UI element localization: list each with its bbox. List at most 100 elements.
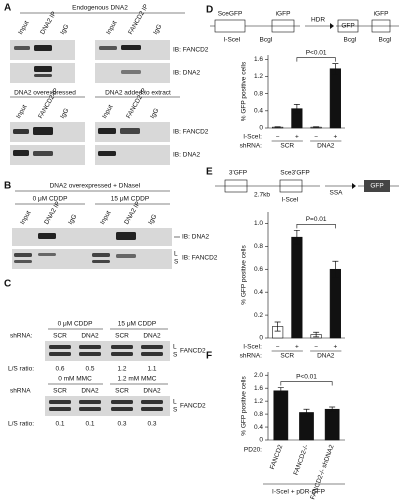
y-tick-label: 0.4 xyxy=(254,108,263,115)
y-axis-title: % GFP positive cells xyxy=(241,245,248,305)
band xyxy=(120,128,140,134)
row-label: shRNA xyxy=(10,388,31,395)
error-bar xyxy=(277,387,284,395)
y-axis-title: % GFP positive cells xyxy=(241,376,248,436)
bar xyxy=(291,236,303,339)
condition-label: 0 μM CDDP xyxy=(33,196,68,203)
band xyxy=(98,128,116,134)
y-tick-label: 0.2 xyxy=(254,312,263,319)
blot xyxy=(12,249,172,269)
significance-bracket xyxy=(296,57,336,62)
diagram-label: GFP xyxy=(370,183,383,190)
lane-label: DNA2 xyxy=(81,333,99,340)
condition-label: 0 mM MMC xyxy=(58,376,92,383)
blot xyxy=(95,145,170,165)
diagram-label: SSA xyxy=(329,190,343,197)
lane-label: IgG xyxy=(59,23,70,36)
band xyxy=(49,407,71,411)
row-label: shRNA: xyxy=(240,353,263,360)
blot-label: IB: DNA2 xyxy=(173,70,200,77)
annotation: P<0.01 xyxy=(306,49,327,56)
lane-label: Input xyxy=(19,210,32,226)
ratio-value: 0.6 xyxy=(55,366,64,373)
blot-label: IB: FANCD2 xyxy=(182,255,218,262)
lane-label: Input xyxy=(17,20,30,36)
band xyxy=(38,233,56,239)
form-label: S xyxy=(173,407,178,414)
condition-label: 15 μM CDDP xyxy=(118,321,156,328)
error-bar xyxy=(303,408,310,417)
group-label: DNA2 xyxy=(317,353,335,360)
row-label: I-SceI: xyxy=(243,344,262,351)
arrowhead xyxy=(352,183,356,189)
ratio-value: 0.1 xyxy=(85,421,94,428)
panel-label: B xyxy=(4,181,11,192)
band xyxy=(34,66,52,72)
y-axis-title: % GFP positive cells xyxy=(241,61,248,121)
bar xyxy=(324,408,340,441)
panel-label: C xyxy=(4,279,11,290)
band xyxy=(13,129,29,134)
condition-label: 0 μM CDDP xyxy=(58,321,93,328)
significance-bracket xyxy=(280,381,333,386)
lane-label: DNA2 xyxy=(143,333,161,340)
blot-label: FANCD2 xyxy=(180,403,206,410)
ratio-value: 1.1 xyxy=(147,366,156,373)
lane-label: IgG xyxy=(149,107,160,120)
annotation: P<0.01 xyxy=(296,373,317,380)
blot xyxy=(45,396,170,416)
diagram-label: BcgI xyxy=(343,37,356,44)
band xyxy=(141,352,163,356)
gene-box xyxy=(371,19,391,33)
diagram-label: 3'GFP xyxy=(229,170,247,177)
form-label: L xyxy=(174,251,178,258)
ratio-label: L/S ratio: xyxy=(8,366,34,373)
error-bar xyxy=(329,406,336,412)
panel-title: DNA2 overexpressed xyxy=(14,90,76,97)
band xyxy=(111,400,133,404)
lane-label: IgG xyxy=(147,213,158,226)
band xyxy=(33,151,53,156)
blot xyxy=(10,63,75,83)
form-label: S xyxy=(173,352,178,359)
lane-label: IgG xyxy=(152,23,163,36)
panel-label: F xyxy=(206,351,212,362)
blot-label: IB: FANCD2 xyxy=(173,47,209,54)
significance-bracket xyxy=(296,224,336,229)
ratio-label: L/S ratio: xyxy=(8,421,34,428)
blot-label: IB: DNA2 xyxy=(182,234,209,241)
gene-box xyxy=(224,179,248,193)
diagram-label: iGFP xyxy=(276,11,291,18)
lane-label: IgG xyxy=(67,213,78,226)
x-tick-label: FANCD2-/- xyxy=(293,444,310,476)
gene-box xyxy=(214,19,246,33)
band xyxy=(111,345,133,349)
diagram-label: iGFP xyxy=(374,11,389,18)
panel-title: DNA2 overexpressed + DNaseI xyxy=(50,183,141,190)
y-tick-label: 1.6 xyxy=(254,385,263,392)
bar xyxy=(273,390,289,441)
condition-label: 15 μM CDDP xyxy=(111,196,149,203)
row-label: I-SceI: xyxy=(243,134,262,141)
band xyxy=(98,151,116,156)
gene-box xyxy=(215,20,245,32)
row-label: PD20: xyxy=(244,447,262,454)
x-tick-label: FANCD2 xyxy=(269,444,284,471)
ratio-value: 0.1 xyxy=(55,421,64,428)
panel-title: Endogenous DNA2 xyxy=(72,5,128,12)
y-tick-label: 0.8 xyxy=(254,411,263,418)
band xyxy=(49,352,71,356)
lane-label: SCR xyxy=(53,388,67,395)
gene-box xyxy=(364,180,390,192)
y-tick-label: 0 xyxy=(259,335,263,342)
band xyxy=(79,345,101,349)
band xyxy=(92,260,110,263)
diagram-label: I-SceI xyxy=(282,197,299,204)
band xyxy=(111,407,133,411)
form-label: L xyxy=(173,399,177,406)
blot-label: IB: FANCD2 xyxy=(173,129,209,136)
lane-label: SCR xyxy=(115,388,129,395)
band xyxy=(34,45,52,51)
